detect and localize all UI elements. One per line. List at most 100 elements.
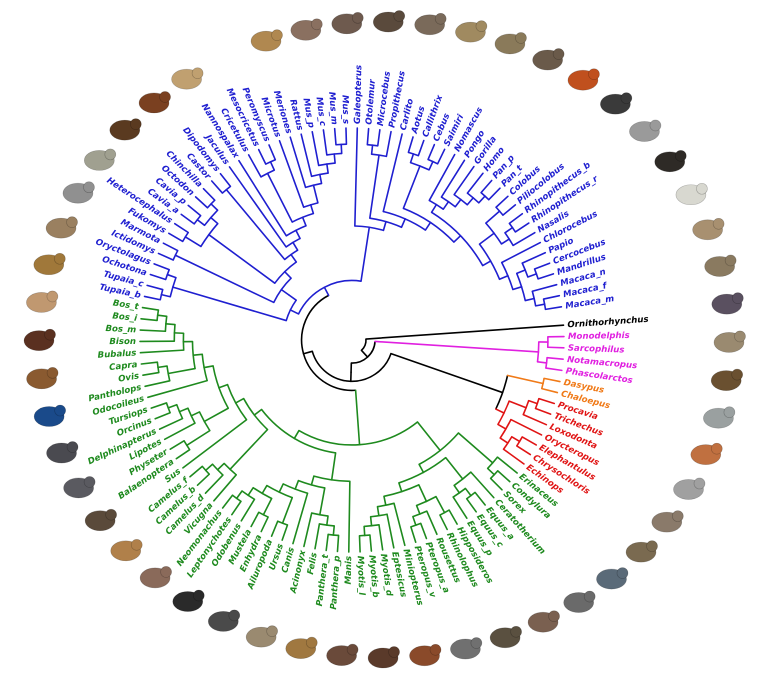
tree-branch [487,187,501,201]
tree-branch [157,252,174,261]
tree-branch [393,502,406,547]
tree-branch [194,196,209,209]
sloth-icon-head [646,540,658,552]
flying-lemur-icon [372,10,406,33]
tree-branch [485,210,501,224]
tree-branch [310,475,315,486]
tree-branch [531,283,558,293]
tree-branch [314,193,319,204]
tree-branch [426,510,438,536]
tree-arc [335,143,347,146]
tree-branch [260,516,269,533]
tree-arc [367,143,378,147]
tree-arc [501,262,514,290]
tree-branch [196,473,211,486]
tree-branch [300,133,313,178]
tree-branch [281,496,294,524]
tree-arc [383,210,426,231]
tree-branch [534,303,546,307]
tree-branch [369,154,380,219]
tree-branch [474,491,486,506]
tree-branch [235,490,243,500]
tree-branch [478,232,495,245]
tree-branch [147,379,208,399]
pangolin-icon-head [305,636,318,649]
tree-branch [238,159,288,237]
tree-branch [312,184,317,195]
beaver-icon-head [129,118,142,130]
elephant-icon-head [583,590,596,603]
tree-branch [140,317,158,322]
tree-arc [439,509,450,516]
tree-branch [416,421,441,452]
tree-branch [546,356,564,360]
tree-branch [466,172,484,194]
tree-branch [366,127,370,146]
tree-arc [359,534,370,537]
deer-icon [26,367,59,390]
panda-icon [172,589,205,612]
taxon-label: Bubalus [97,348,136,360]
taxon-label: Manis [344,556,354,585]
chimpanzee-icon [654,150,687,173]
tree-branch [150,402,168,409]
taxon-label: Otolemur [364,78,378,125]
rat-icon [331,12,364,35]
tree-branch [369,534,373,552]
tree-branch [457,432,494,464]
tree-branch [173,222,190,234]
tree-branch [480,179,493,194]
taxon-label: Sarcophilus [568,343,625,355]
tree-arc [326,152,342,156]
tree-branch [374,340,540,353]
treeshrew-icon [33,252,66,276]
monkey-icon-head [552,48,565,60]
tree-branch [336,534,340,553]
tree-branch [512,231,536,247]
walrus-icon-head [160,566,172,578]
baboon-icon [704,254,737,277]
cow-icon [26,290,59,313]
tree-branch [508,212,524,225]
cow-icon-head [46,290,59,303]
tree-arc [410,161,430,171]
tree-branch [204,463,214,472]
tree-arc [431,211,484,266]
taxon-label: Panthera_p [329,555,343,610]
camel-icon [110,539,143,562]
gopher-icon [138,91,171,114]
tree-branch [383,495,387,506]
tree-branch [180,213,196,225]
taxon-label: Ovis [118,371,140,384]
tree-branch [477,195,486,204]
platypus-icon [710,368,743,391]
macaque-sitting-icon [713,330,746,353]
tree-arc [351,341,376,364]
koala-icon [673,477,706,500]
tree-branch [157,365,168,369]
tree-branch [162,242,179,252]
tree-arc [241,490,255,501]
tree-branch [354,127,359,227]
tree-branch [453,165,475,196]
tree-branch [454,198,462,208]
colobus-icon [675,182,708,206]
tree-arc [298,421,418,446]
tree-arc [452,487,466,498]
tree-branch [418,484,428,503]
tree-branch [204,474,224,495]
tree-branch [370,144,374,156]
dog-icon [207,609,241,632]
tree-branch [196,218,206,227]
tree-branch [410,526,417,543]
tree-branch [289,136,307,189]
tree-branch [537,273,555,280]
beaver-icon [109,118,142,141]
tree-arc [193,215,202,225]
tree-arc [418,432,460,466]
tree-arc [156,309,160,321]
tree-arc [516,436,523,447]
tree-branch [144,380,171,388]
tree-arc [502,436,513,450]
tenrec-icon [489,625,522,649]
